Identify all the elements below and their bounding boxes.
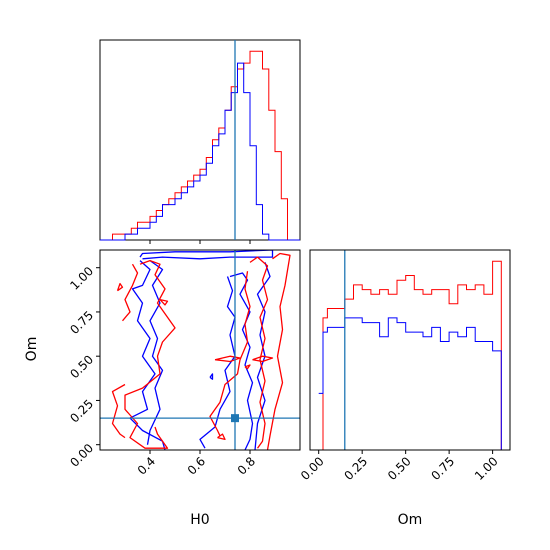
blue-contour-line (139, 250, 274, 260)
blue-contour-line (199, 276, 236, 449)
y-axis-label-om: Om (24, 337, 40, 362)
blue-contour-line (129, 260, 166, 450)
red-contour-line (252, 355, 274, 363)
blue-contour-line (229, 272, 254, 450)
red-contour-line (116, 282, 124, 292)
red-contour-line (214, 355, 241, 363)
truth-marker (231, 414, 239, 423)
contour-area (100, 250, 300, 450)
blue-contour-line (209, 373, 214, 380)
blue-contour-line (146, 260, 164, 445)
red-contour-line (122, 263, 139, 322)
histogram-area (318, 250, 502, 450)
red-contour-line (249, 256, 269, 449)
red-histogram-step (100, 50, 300, 241)
red-contour-line (159, 298, 169, 306)
panel-frame (309, 249, 511, 451)
red-contour-line (217, 433, 226, 441)
x-axis-label-h0: H0 (190, 512, 209, 528)
red-contour-line (244, 364, 251, 370)
x-axis-label-om: Om (398, 512, 423, 528)
red-contour-line (111, 383, 126, 439)
blue-histogram-step (100, 62, 300, 241)
h0-marginal-histogram (99, 39, 301, 244)
red-contour-line (124, 259, 176, 449)
